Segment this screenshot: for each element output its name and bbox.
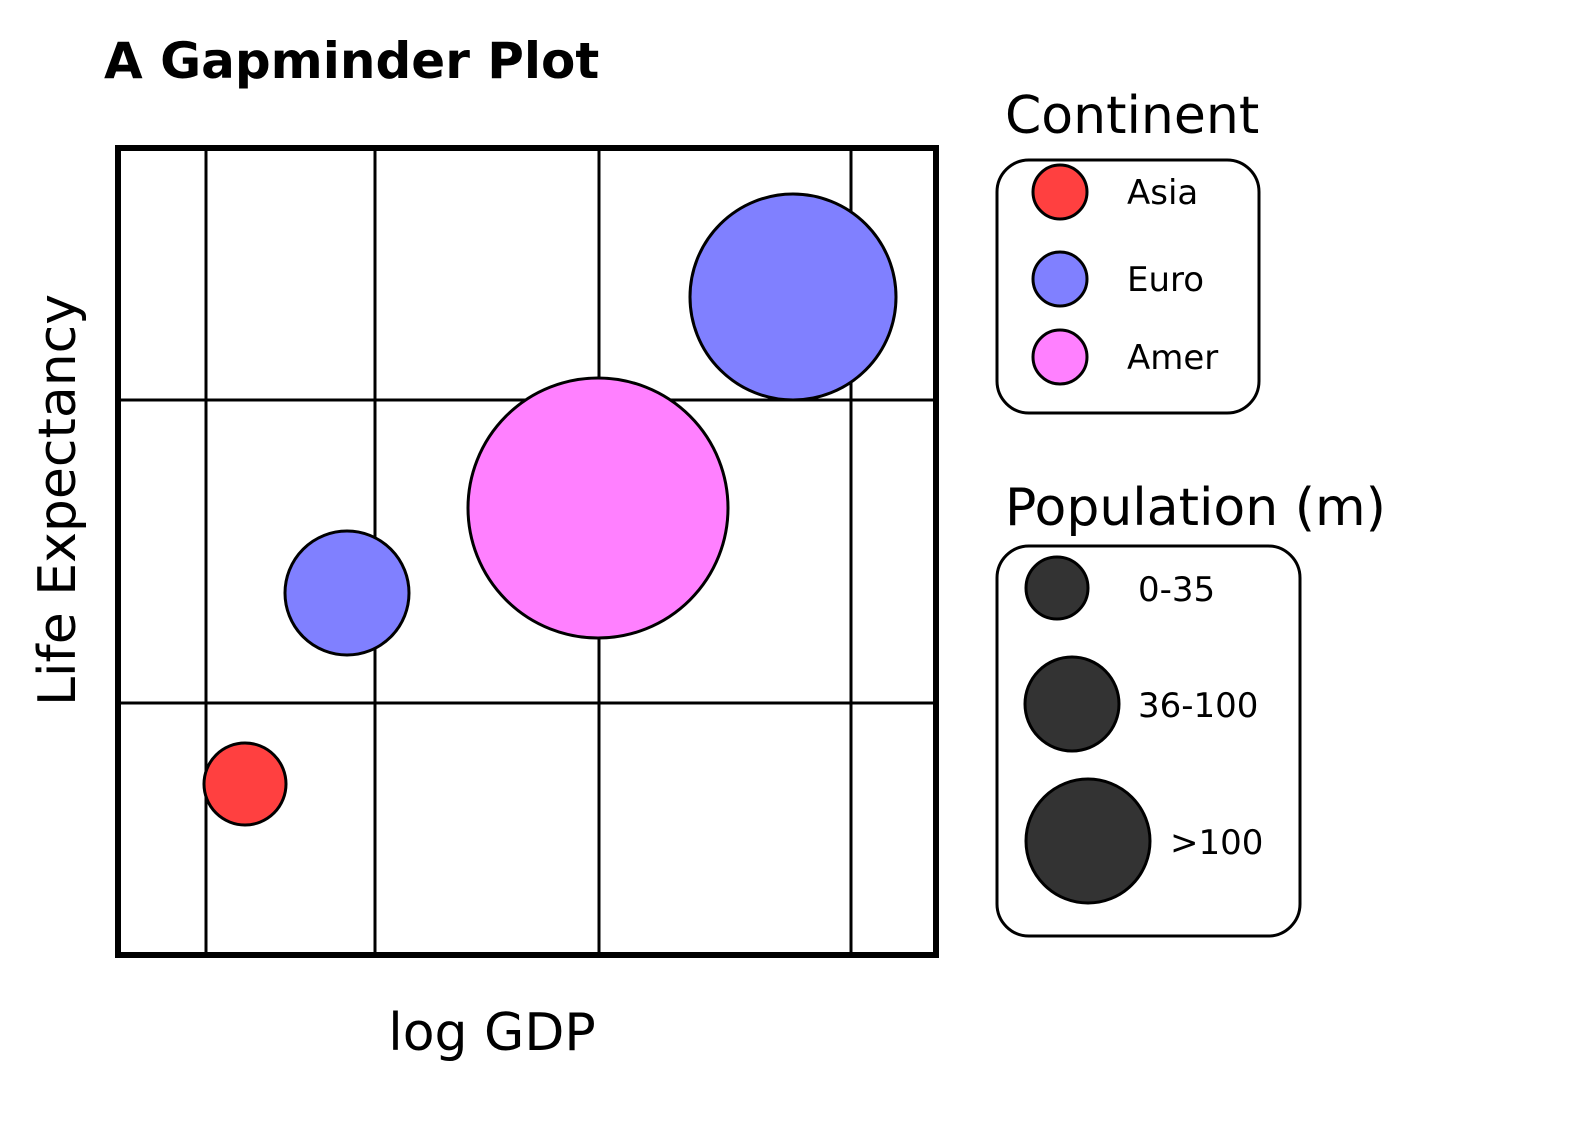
plot-area (118, 148, 936, 955)
chart-title: A Gapminder Plot (104, 32, 599, 90)
size-legend-label: >100 (1170, 823, 1263, 863)
legend-marker-euro (1031, 250, 1089, 308)
bubble-amer (466, 376, 730, 640)
population-legend-title: Population (m) (1005, 478, 1386, 538)
legend-marker-asia (1031, 163, 1089, 221)
legend-label-euro: Euro (1127, 260, 1204, 300)
legend-marker-amer (1031, 328, 1089, 386)
size-legend-marker (1024, 555, 1090, 621)
size-legend-marker (1023, 655, 1121, 753)
bubble-asia (202, 741, 288, 827)
population-legend-box (995, 544, 1302, 938)
legend-label-asia: Asia (1127, 173, 1198, 213)
continent-legend-title: Continent (1005, 86, 1259, 146)
x-axis-label: log GDP (388, 1003, 596, 1063)
size-legend-marker (1024, 777, 1152, 905)
legend-label-amer: Amer (1127, 338, 1218, 378)
bubble-euro (283, 529, 411, 657)
y-axis-label: Life Expectancy (28, 294, 88, 706)
size-legend-label: 36-100 (1138, 686, 1258, 726)
bubble-euro (688, 192, 898, 402)
continent-legend-box (995, 158, 1261, 415)
plot-frame (115, 145, 939, 958)
size-legend-label: 0-35 (1138, 570, 1215, 610)
